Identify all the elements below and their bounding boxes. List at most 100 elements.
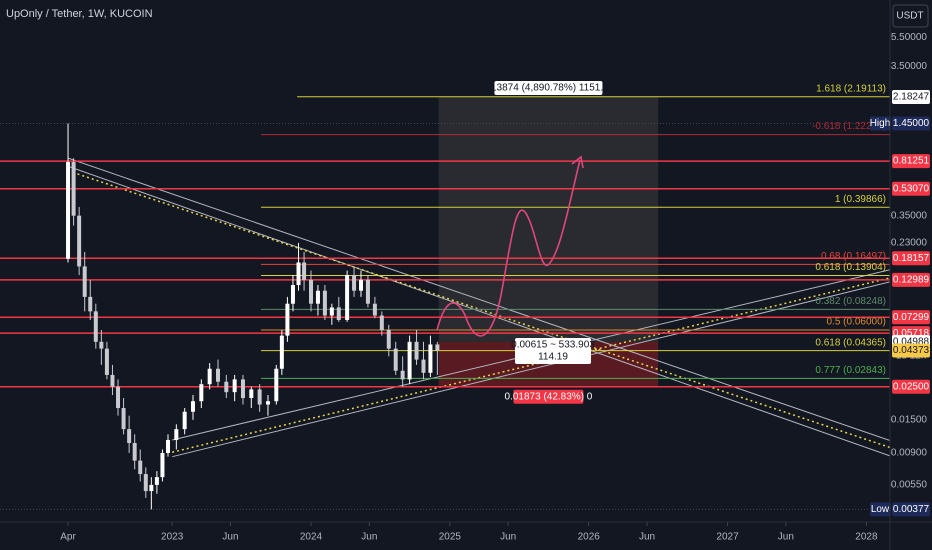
trendline: [67, 157, 891, 442]
candle-body: [407, 341, 412, 380]
candle-body: [190, 401, 195, 412]
level-badge: [892, 272, 930, 287]
position-label-box: [513, 389, 584, 404]
x-tick-label: 2023: [161, 532, 184, 543]
position-label: 114.19: [538, 352, 568, 363]
candle-body: [127, 429, 132, 443]
projection-arrow: [436, 155, 584, 337]
candle-body: [77, 215, 82, 267]
fib-label: 1.618 (2.19113): [816, 83, 886, 94]
candle-body: [224, 381, 229, 393]
level-badge: [892, 310, 930, 325]
candle-body: [199, 384, 204, 402]
candle-body: [249, 389, 254, 399]
x-tick-label: Jun: [222, 532, 238, 543]
candle-body: [71, 162, 76, 216]
badge-tag: Low: [871, 504, 890, 515]
x-tick-label: 2028: [855, 532, 878, 543]
axis-badge-label: 1.45000: [893, 118, 930, 129]
badge-tag: High: [870, 118, 891, 129]
candle-body: [143, 474, 148, 492]
candle-body: [386, 329, 391, 349]
candle-body: [296, 262, 301, 286]
fib-label: 1 (0.39866): [835, 194, 886, 205]
candle-body: [121, 408, 126, 430]
candle-body: [274, 368, 279, 402]
candle-body: [309, 279, 314, 304]
candle-body: [93, 311, 98, 342]
candle-body: [66, 162, 71, 259]
candle-body: [257, 389, 262, 405]
y-tick-label: 0.01500: [891, 414, 928, 425]
level-label: 0.53070: [893, 183, 930, 194]
candle-body: [104, 348, 109, 375]
fib-label: 0.5 (0.06000): [827, 317, 887, 328]
candle-body: [365, 279, 370, 304]
candle-body: [116, 386, 121, 409]
candle-body: [414, 341, 419, 360]
x-tick-label: Jun: [639, 532, 655, 543]
currency-box[interactable]: [892, 4, 929, 28]
candle-body: [160, 452, 165, 478]
x-tick-label: Jun: [500, 532, 516, 543]
candle-body: [352, 275, 357, 291]
level-badge: [892, 181, 930, 196]
position-label-box: [515, 337, 591, 364]
axis-badge: [892, 116, 930, 131]
candle-body: [315, 290, 320, 304]
y-tick-label: 0.23000: [891, 238, 928, 249]
candle-body: [110, 374, 115, 387]
axis-badge-label: 2.18247: [893, 92, 930, 103]
position-label: 0.00615 ~ 533.903: [511, 340, 595, 351]
candle-body: [174, 429, 179, 440]
fib-label: -0.618 (1.22228): [812, 121, 886, 132]
level-badge: [892, 379, 930, 394]
level-label: 0.05718: [893, 328, 930, 339]
candle-body: [358, 279, 363, 291]
y-tick-label: 0.35000: [891, 210, 928, 221]
candle-body: [421, 359, 426, 373]
axis-badge: [892, 90, 930, 105]
candle-body: [132, 442, 137, 461]
target-zone: [438, 97, 659, 342]
level-label: 0.81251: [893, 156, 930, 167]
y-tick-label: 3.50000: [891, 61, 928, 72]
level-badge: [892, 251, 930, 266]
candle-body: [99, 341, 104, 349]
fib-label: 0.68 (0.16497): [821, 251, 886, 262]
y-tick-label: 5.50000: [891, 32, 928, 43]
level-badge: [892, 154, 930, 169]
tag-box: [870, 116, 891, 131]
candle-body: [88, 296, 93, 312]
candle-body: [215, 368, 220, 382]
x-tick-label: Jun: [361, 532, 377, 543]
level-label: 0.12989: [893, 275, 930, 286]
candle-body: [149, 484, 154, 492]
chart-title: UpOnly / Tether, 1W, KUCOIN: [6, 8, 153, 20]
candle-body: [290, 285, 295, 304]
candle-body: [240, 379, 245, 399]
candle-body: [322, 290, 327, 316]
candle-body: [232, 379, 237, 393]
candle-body: [279, 335, 284, 369]
fib-label: 0.382 (0.08248): [815, 296, 886, 307]
trendline: [67, 165, 891, 457]
x-tick-label: Apr: [60, 532, 76, 543]
axis-badge: [892, 343, 930, 358]
candle-body: [302, 262, 307, 280]
candle-body: [82, 266, 87, 297]
x-tick-label: 2025: [439, 532, 462, 543]
candle-body: [372, 303, 377, 316]
candle-body: [285, 303, 290, 336]
axis-badge-label: 0.04373: [893, 345, 930, 356]
candle-body: [336, 307, 341, 320]
candle-body: [428, 344, 433, 373]
level-label: 0.07299: [893, 312, 930, 323]
tag-box: [870, 502, 891, 517]
currency[interactable]: USDT: [896, 11, 923, 22]
y-tick-label: 0.00900: [891, 448, 928, 459]
candle-body: [393, 348, 398, 371]
candle-body: [182, 411, 187, 430]
